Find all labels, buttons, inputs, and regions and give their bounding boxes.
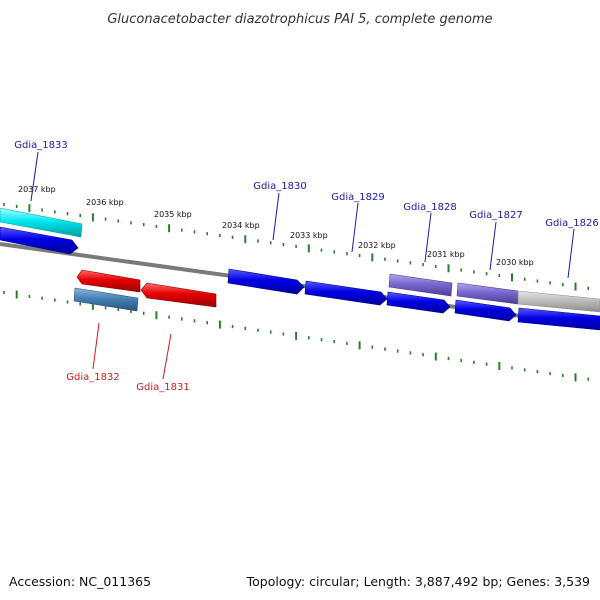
inner-tick-ring — [3, 290, 590, 382]
accession-text: Accession: NC_011365 — [9, 574, 151, 589]
ruler-label: 2030 kbp — [496, 258, 534, 267]
gene-gdia-1827[interactable] — [456, 282, 519, 305]
leader-line-gdia-1830 — [272, 192, 280, 241]
gene-label-gdia-1829[interactable]: Gdia_1829 — [331, 192, 384, 203]
gene-features — [0, 207, 600, 331]
gene-labels: Gdia_1833 Gdia_1832 Gdia_1831 Gdia_1830 Gdia… — [14, 140, 598, 393]
topology-summary: Topology: circular; Length: 3,887,492 bp… — [246, 574, 590, 589]
gene-gdia-1830[interactable] — [227, 268, 305, 295]
gene-label-gdia-1832[interactable]: Gdia_1832 — [66, 372, 119, 383]
ruler-labels: 2037 kbp 2036 kbp 2035 kbp 2034 kbp 2033 kbp… — [18, 185, 534, 267]
ruler-label: 2035 kbp — [154, 210, 192, 219]
gene-label-gdia-1828[interactable]: Gdia_1828 — [403, 202, 456, 213]
ruler-label: 2032 kbp — [358, 241, 396, 250]
gene-gdia-1831[interactable] — [140, 282, 217, 308]
gene-label-gdia-1827[interactable]: Gdia_1827 — [469, 210, 522, 221]
leader-line-gdia-1826 — [567, 228, 575, 279]
ruler-label: 2033 kbp — [290, 231, 328, 240]
gene-gdia-1829[interactable] — [304, 280, 388, 306]
leader-line-gdia-1828 — [424, 212, 432, 263]
gene-gdia-1832[interactable] — [73, 287, 139, 312]
gene-forward-unlabeled[interactable] — [0, 226, 79, 255]
map-title: Gluconacetobacter diazotrophicus PAI 5, … — [107, 12, 492, 27]
gene-label-gdia-1833[interactable]: Gdia_1833 — [14, 140, 67, 151]
gene-forward-lower-2[interactable] — [454, 299, 517, 322]
ruler-label: 2037 kbp — [18, 185, 56, 194]
ruler-label: 2034 kbp — [222, 221, 260, 230]
gene-gdia-1833[interactable] — [0, 207, 83, 238]
gene-forward-lower-1[interactable] — [386, 291, 451, 314]
gene-gdia-1826[interactable] — [517, 290, 600, 313]
gene-forward-lower-3[interactable] — [517, 307, 600, 331]
outer-tick-ring — [3, 203, 590, 291]
leader-line-gdia-1833 — [30, 151, 39, 202]
leader-line-gdia-1827 — [489, 221, 497, 271]
ruler-label: 2031 kbp — [427, 250, 465, 259]
ruler-label: 2036 kbp — [86, 198, 124, 207]
gene-gdia-1828[interactable] — [388, 273, 453, 297]
gene-reverse-small[interactable] — [76, 269, 141, 293]
gene-label-gdia-1826[interactable]: Gdia_1826 — [545, 218, 598, 229]
gene-label-gdia-1830[interactable]: Gdia_1830 — [253, 181, 306, 192]
leader-line-gdia-1831 — [162, 333, 172, 380]
leader-line-gdia-1832 — [92, 322, 100, 370]
gene-label-gdia-1831[interactable]: Gdia_1831 — [136, 382, 189, 393]
leader-line-gdia-1829 — [351, 202, 359, 253]
